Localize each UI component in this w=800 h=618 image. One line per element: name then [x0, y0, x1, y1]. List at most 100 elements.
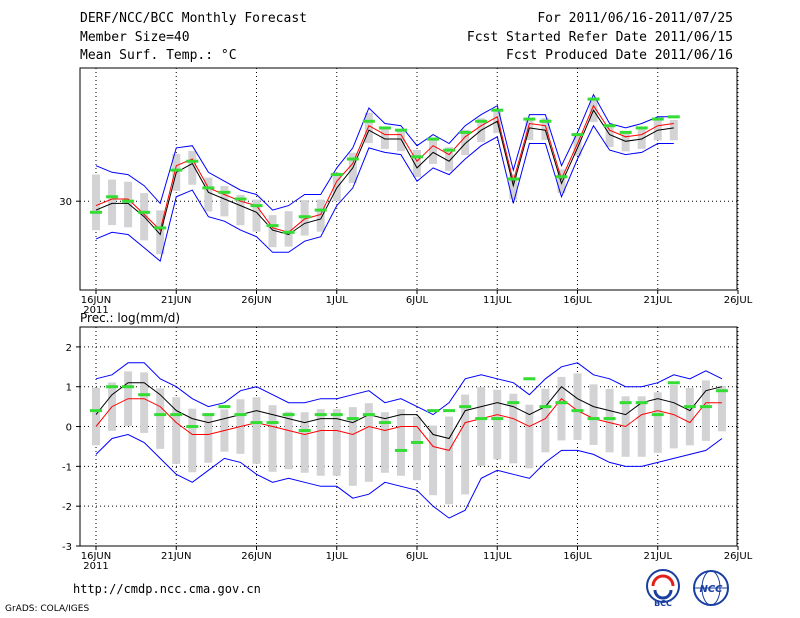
ensemble-range-box [525, 404, 534, 469]
member-size: Member Size=40 [80, 30, 190, 45]
ensemble-range-box [396, 129, 405, 152]
temperature-panel [79, 67, 738, 291]
ensemble-range-box [717, 385, 726, 432]
y-tick-label: 2 [66, 343, 72, 354]
series-line-max [95, 93, 674, 211]
ensemble-range-box [268, 405, 277, 472]
ensemble-range-box [541, 118, 550, 141]
y-tick-label: 0 [66, 423, 72, 434]
x-tick-label: 21JUN [161, 551, 191, 562]
ensemble-range-box [284, 411, 293, 470]
ensemble-range-box [557, 169, 566, 194]
forecast-produced-date: Fcst Produced Date 2011/06/16 [506, 48, 733, 63]
chart-title: DERF/NCC/BCC Monthly Forecast [80, 11, 307, 26]
y-tick-label: 1 [66, 383, 72, 394]
x-tick-label: 6JUL [406, 551, 429, 562]
ensemble-range-box [252, 397, 261, 464]
x-tick-label: 16JUN [81, 551, 111, 562]
x-tick-label: 26JUN [241, 295, 271, 306]
temperature-marks: 16JUN 21JUN 26JUN 1JUL 6JUL 11JUL 16JUL 21JUL 26… [59, 68, 753, 316]
ensemble-range-box [156, 388, 165, 449]
series-line-ensemble_mean [95, 109, 674, 236]
x-tick-label: 21JUL [643, 295, 672, 306]
ensemble-range-box [669, 384, 678, 449]
ensemble-range-box [605, 126, 614, 147]
x-tick-label: 26JUL [724, 551, 753, 562]
y-tick-label: -2 [62, 502, 72, 513]
ensemble-range-box [204, 177, 213, 212]
ensemble-range-box [316, 409, 325, 476]
ensemble-range-box [220, 186, 229, 217]
ensemble-range-box [284, 211, 293, 247]
ensemble-range-box [445, 147, 454, 171]
ensemble-range-box [445, 416, 454, 505]
ensemble-range-box [557, 376, 566, 441]
ensemble-range-box [541, 388, 550, 453]
x-tick-label: 1JUL [326, 551, 349, 562]
series-line-min [95, 433, 723, 519]
ensemble-range-box [509, 393, 518, 464]
ensemble-range-box [268, 215, 277, 248]
ensemble-range-box [493, 389, 502, 460]
ensemble-range-box [252, 199, 261, 232]
ensemble-range-box [300, 412, 309, 473]
x-tick-label: 11JUL [483, 551, 512, 562]
forecast-start-date: Fcst Started Refer Date 2011/06/15 [466, 30, 733, 45]
ensemble-range-box [477, 387, 486, 466]
ensemble-range-box [589, 384, 598, 445]
ensemble-range-box [172, 397, 181, 464]
series-line-max [95, 362, 723, 416]
ensemble-range-box [332, 409, 341, 476]
x-tick-label: 6JUL [406, 295, 429, 306]
x-tick-label: 16JUL [563, 551, 592, 562]
ensemble-range-box [364, 112, 373, 144]
x-year-label: 2011 [83, 305, 108, 316]
bcc-logo: BCC [646, 569, 680, 608]
ensemble-range-box [108, 179, 117, 226]
ensemble-range-box [92, 174, 100, 231]
series-line-ensemble_red [95, 398, 722, 451]
ensemble-range-box [637, 126, 646, 149]
ncc-logo: NCC [693, 570, 729, 606]
x-tick-label: 16JUL [563, 295, 592, 306]
ensemble-range-box [573, 373, 582, 440]
ensemble-range-box [701, 380, 710, 441]
precip-panel-title: Prec.: log(mm/d) [80, 311, 180, 325]
series-line-ensemble_mean [95, 382, 723, 440]
ensemble-range-box [380, 126, 389, 149]
x-tick-label: 21JUL [643, 551, 672, 562]
forecast-period: For 2011/06/16-2011/07/25 [537, 11, 733, 26]
ensemble-range-box [605, 388, 614, 453]
ensemble-range-box [188, 408, 197, 473]
x-tick-label: 16JUN [81, 295, 111, 306]
ensemble-range-box [204, 414, 213, 463]
ensemble-range-box [653, 392, 662, 453]
ensemble-range-box [396, 409, 405, 476]
ncc-logo-text: NCC [699, 584, 723, 595]
ensemble-range-box [156, 210, 165, 255]
ensemble-range-box [573, 135, 582, 156]
x-year-label: 2011 [83, 561, 108, 572]
x-tick-label: 11JUL [483, 295, 512, 306]
variable-label: Mean Surf. Temp.: °C [80, 48, 237, 63]
x-tick-label: 21JUN [161, 295, 191, 306]
y-tick-label: 30 [59, 197, 72, 208]
ensemble-range-box [461, 394, 470, 495]
website-url[interactable]: http://cmdp.ncc.cma.gov.cn [73, 582, 261, 596]
ensemble-range-box [669, 120, 678, 141]
grads-credit: GrADS: COLA/IGES [5, 604, 90, 614]
x-tick-label: 26JUN [241, 551, 271, 562]
ensemble-range-box [92, 387, 100, 446]
ensemble-range-box [429, 138, 438, 164]
ensemble-range-box [364, 403, 373, 482]
ensemble-range-box [188, 151, 197, 185]
x-tick-label: 1JUL [326, 295, 349, 306]
x-tick-label: 26JUL [724, 295, 753, 306]
ensemble-range-box [429, 425, 438, 496]
ensemble-range-box [332, 172, 341, 202]
ensemble-range-box [316, 199, 325, 232]
y-tick-label: -3 [62, 542, 72, 553]
ensemble-range-box [413, 416, 421, 481]
series-line-ensemble_red [95, 104, 674, 233]
